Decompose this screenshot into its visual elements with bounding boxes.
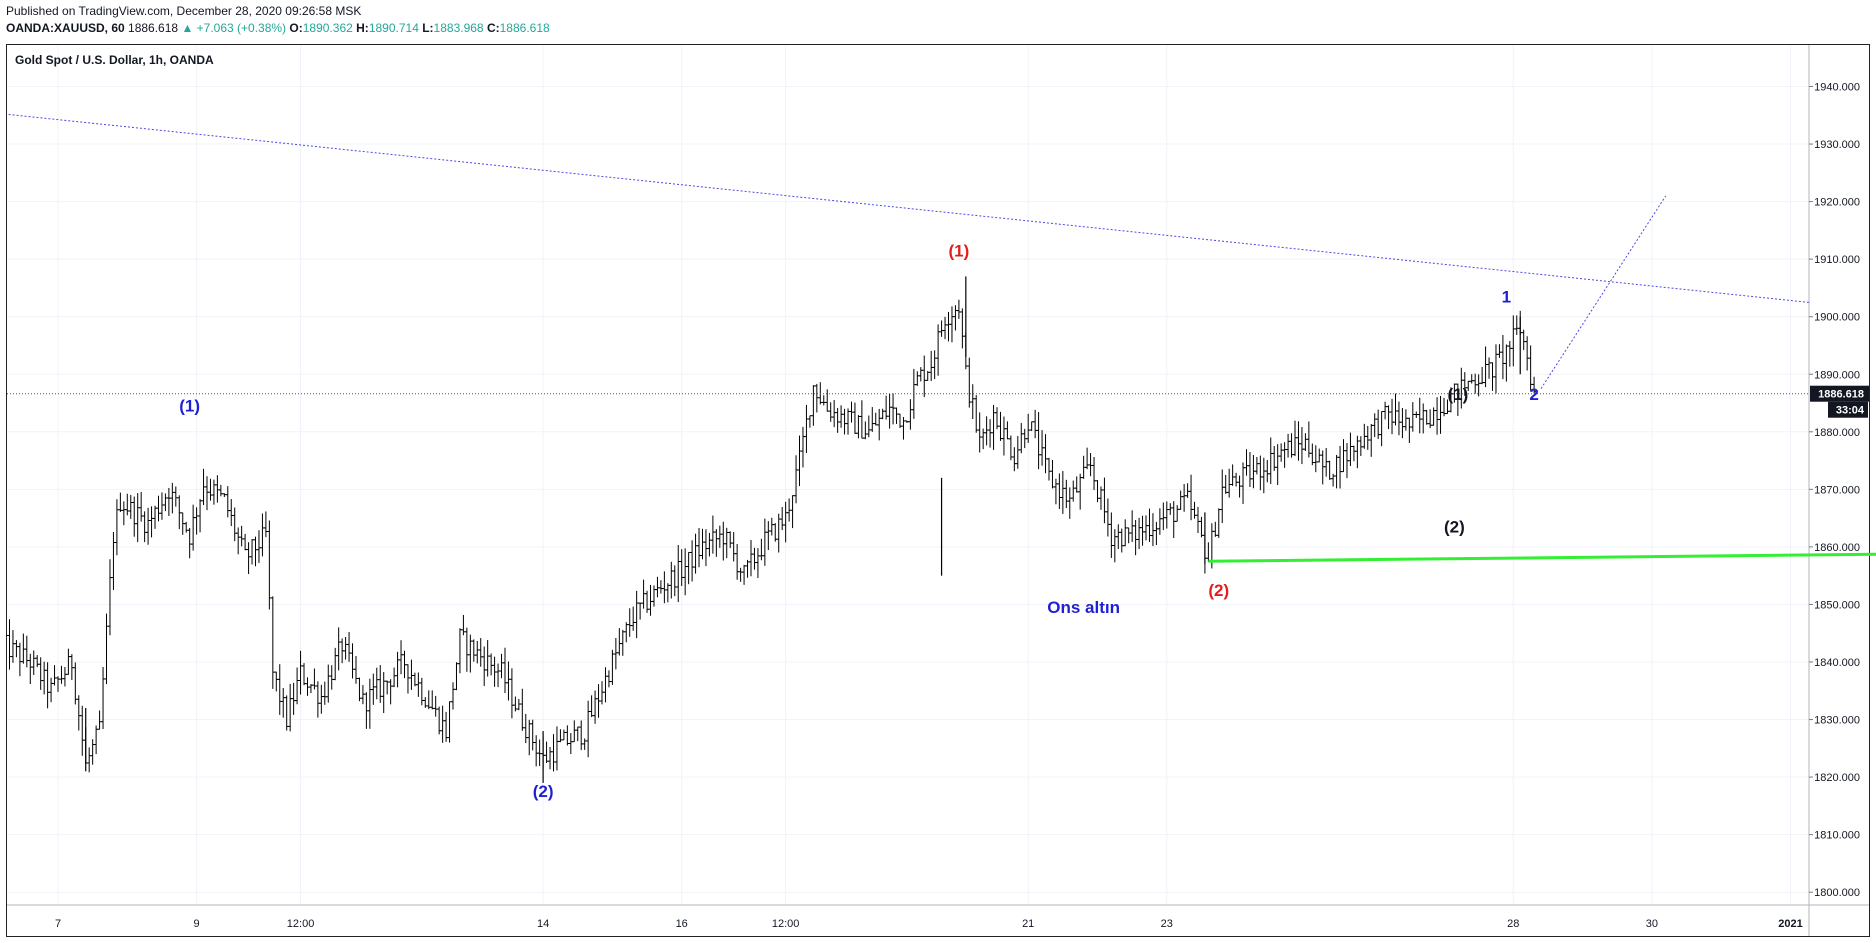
wave-label: (1) <box>179 397 200 416</box>
y-tick-label: 1830.000 <box>1814 715 1860 727</box>
x-tick-label: 7 <box>55 918 61 930</box>
wave-label: (2) <box>1208 581 1229 600</box>
ohlc-legend: OANDA:XAUUSD, 60 1886.618 ▲ +7.063 (+0.3… <box>6 21 550 35</box>
close-value: 1886.618 <box>499 21 550 35</box>
open-value: 1890.362 <box>302 21 353 35</box>
projection-line <box>1540 195 1667 389</box>
y-tick-label: 1920.000 <box>1814 197 1860 209</box>
y-tick-label: 1850.000 <box>1814 599 1860 611</box>
support-line <box>1208 552 1876 563</box>
x-tick-label: 12:00 <box>287 918 315 930</box>
close-key: C: <box>486 21 500 35</box>
x-tick-label: 9 <box>194 918 200 930</box>
y-tick-label: 1880.000 <box>1814 427 1860 439</box>
x-tick-label: 12:00 <box>772 918 800 930</box>
x-tick-label: 30 <box>1646 918 1658 930</box>
gridlines <box>7 45 1809 905</box>
last-price: 1886.618 <box>128 21 179 35</box>
x-tick-label: 23 <box>1161 918 1173 930</box>
countdown-text: 33:04 <box>1836 405 1865 417</box>
y-tick-label: 1810.000 <box>1814 830 1860 842</box>
wave-label: (2) <box>1444 518 1465 537</box>
high-key: H: <box>356 21 369 35</box>
x-tick-label: 16 <box>676 918 688 930</box>
y-tick-label: 1800.000 <box>1814 887 1860 899</box>
y-tick-label: 1860.000 <box>1814 542 1860 554</box>
ohlc-bars <box>7 276 1537 783</box>
symbol-label: OANDA:XAUUSD, 60 <box>6 21 125 35</box>
wave-label: (1) <box>1447 385 1468 404</box>
price-label-text: 1886.618 <box>1818 389 1864 401</box>
y-tick-label: 1890.000 <box>1814 369 1860 381</box>
wave-label: 1 <box>1502 287 1511 306</box>
wave-label: 2 <box>1529 385 1538 404</box>
open-key: O: <box>289 21 303 35</box>
x-tick-label: 21 <box>1022 918 1034 930</box>
x-tick-label: 14 <box>537 918 549 930</box>
low-value: 1883.968 <box>433 21 484 35</box>
change-value: ▲ +7.063 (+0.38%) <box>181 21 287 35</box>
wave-label: Ons altın <box>1047 598 1120 617</box>
countdown-box <box>1828 401 1868 418</box>
y-tick-label: 1840.000 <box>1814 657 1860 669</box>
low-key: L: <box>422 21 434 35</box>
y-tick-label: 1900.000 <box>1814 312 1860 324</box>
published-line: Published on TradingView.com, December 2… <box>6 4 362 18</box>
y-tick-label: 1940.000 <box>1814 82 1860 94</box>
chart-title: Gold Spot / U.S. Dollar, 1h, OANDA <box>15 53 214 67</box>
y-tick-label: 1930.000 <box>1814 139 1860 151</box>
wave-label: (2) <box>533 782 554 801</box>
y-tick-label: 1910.000 <box>1814 254 1860 266</box>
x-tick-label: 28 <box>1507 918 1519 930</box>
chart-frame[interactable] <box>6 44 1870 937</box>
high-value: 1890.714 <box>368 21 419 35</box>
price-label-box <box>1810 385 1869 402</box>
y-tick-label: 1820.000 <box>1814 772 1860 784</box>
y-tick-label: 1870.000 <box>1814 484 1860 496</box>
x-tick-label: 2021 <box>1778 918 1802 930</box>
wave-label: (1) <box>949 241 970 260</box>
